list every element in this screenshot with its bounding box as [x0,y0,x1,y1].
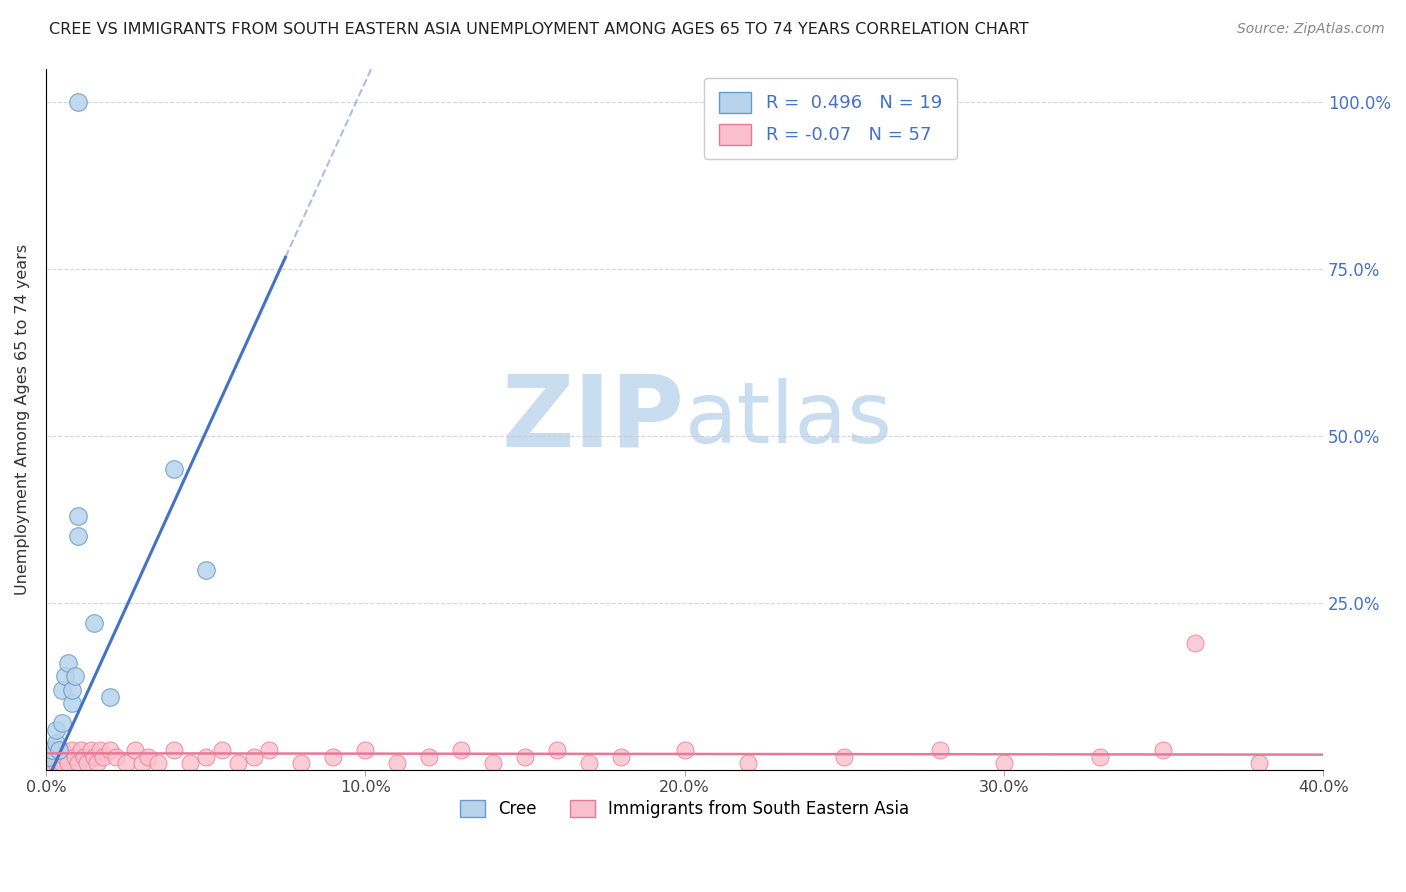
Point [66,756,89,771]
Point [98,690,121,704]
Point [114,756,136,771]
Point [211,743,233,757]
Y-axis label: Unemployment Among Ages 65 to 74 years: Unemployment Among Ages 65 to 74 years [15,244,30,595]
Point [63,669,86,683]
Point [578,756,600,771]
Point [832,749,855,764]
Point [60,682,83,697]
Point [58,656,80,670]
Point [51,743,73,757]
Point [322,749,344,764]
Point [226,756,249,771]
Point [163,462,186,476]
Point [70,743,93,757]
Point [66,509,89,524]
Point [290,756,312,771]
Point [38,749,60,764]
Point [60,743,83,757]
Point [45,749,67,764]
Point [673,743,696,757]
Point [45,723,67,737]
Point [83,749,105,764]
Point [418,749,440,764]
Point [98,743,121,757]
Point [737,756,759,771]
Text: atlas: atlas [685,377,893,461]
Point [136,749,159,764]
Point [48,743,70,757]
Point [41,743,63,757]
Point [38,749,60,764]
Point [73,749,96,764]
Point [385,756,408,771]
Point [45,736,67,750]
Point [66,529,89,543]
Point [450,743,472,757]
Point [609,749,631,764]
Point [83,615,105,630]
Point [1153,743,1175,757]
Point [93,749,115,764]
Point [194,563,217,577]
Point [76,756,98,771]
Point [131,756,153,771]
Text: Source: ZipAtlas.com: Source: ZipAtlas.com [1237,22,1385,37]
Point [259,743,281,757]
Point [51,682,73,697]
Text: CREE VS IMMIGRANTS FROM SOUTH EASTERN ASIA UNEMPLOYMENT AMONG AGES 65 TO 74 YEAR: CREE VS IMMIGRANTS FROM SOUTH EASTERN AS… [49,22,1029,37]
Point [60,696,83,710]
Text: ZIP: ZIP [502,371,685,467]
Point [163,743,186,757]
Point [105,749,128,764]
Point [79,743,101,757]
Point [124,743,146,757]
Point [48,743,70,757]
Point [546,743,568,757]
Point [89,743,111,757]
Point [45,756,67,771]
Point [242,749,264,764]
Point [1088,749,1111,764]
Point [1249,756,1271,771]
Point [38,756,60,771]
Point [1184,636,1206,650]
Point [41,756,63,771]
Point [51,716,73,731]
Point [63,749,86,764]
Point [58,756,80,771]
Point [53,749,76,764]
Legend: Cree, Immigrants from South Eastern Asia: Cree, Immigrants from South Eastern Asia [453,793,917,825]
Point [48,749,70,764]
Point [482,756,505,771]
Point [51,756,73,771]
Point [179,756,201,771]
Point [513,749,536,764]
Point [354,743,377,757]
Point [86,756,108,771]
Point [993,756,1015,771]
Point [194,749,217,764]
Point [41,743,63,757]
Point [53,669,76,683]
Point [929,743,952,757]
Point [66,95,89,109]
Point [146,756,169,771]
